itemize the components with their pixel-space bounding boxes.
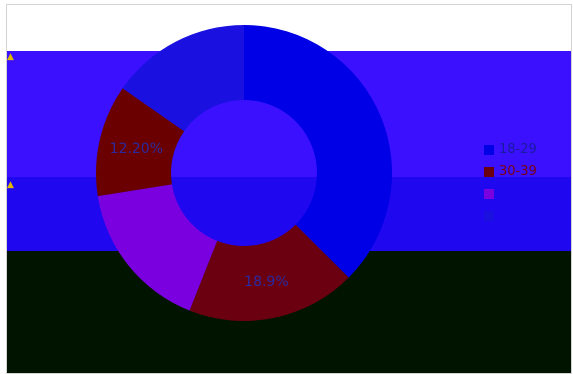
slice-labels: 18.9% 12.20% (110, 141, 289, 290)
donut-chart: 18.9% 12.20% (96, 25, 393, 322)
axis-marker-icon: ▲ (7, 180, 14, 190)
legend-swatch (484, 167, 494, 177)
chart-legend: 18-29 30-39 (484, 139, 537, 227)
donut-slices (96, 25, 393, 322)
legend-label: 18-29 (499, 142, 537, 157)
legend-label: 30-39 (499, 164, 537, 179)
legend-item: 18-29 (484, 139, 537, 161)
donut-slice-18-29 (244, 25, 393, 278)
axis-marker-icon: ▲ (7, 52, 14, 62)
donut-slice-30-39 (189, 224, 349, 322)
legend-swatch (484, 189, 494, 199)
legend-item (484, 205, 537, 227)
legend-swatch (484, 211, 494, 221)
donut-slice-50- (96, 88, 185, 197)
legend-swatch (484, 145, 494, 155)
legend-item (484, 183, 537, 205)
slice-label: 12.20% (110, 141, 163, 157)
donut-slice-other (122, 25, 244, 132)
slice-label: 18.9% (244, 274, 288, 290)
legend-item: 30-39 (484, 161, 537, 183)
chart-frame: 18.9% 12.20% 18-29 30-39 ▲ ▲ (6, 4, 572, 374)
donut-slice-40-49 (97, 184, 218, 311)
